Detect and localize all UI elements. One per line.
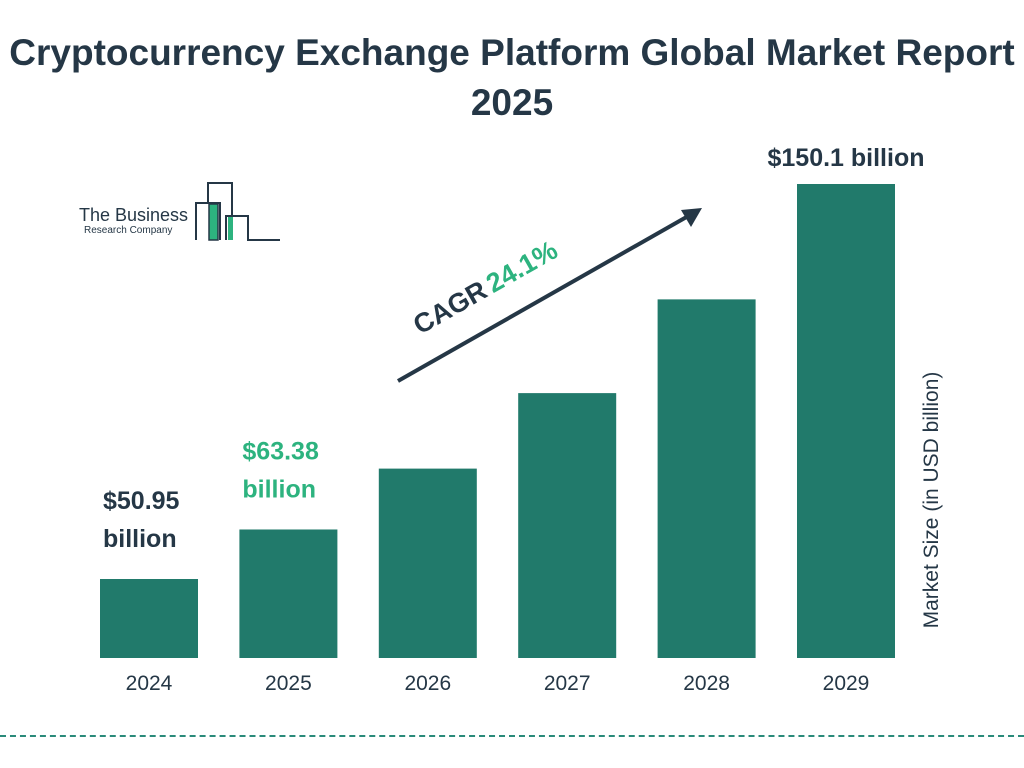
page-title: Cryptocurrency Exchange Platform Global … [9,32,1015,123]
bar-2028 [657,299,756,658]
data-label: $50.95 [103,487,180,515]
data-label: $63.38 [242,437,319,465]
cagr-value: 24.1% [481,235,562,299]
cagr-arrow [397,208,702,383]
logo-icon [195,182,280,241]
x-tick-label: 2029 [823,672,870,695]
data-label: billion [242,475,316,503]
bar-2026 [378,468,477,658]
bar-2024 [100,579,198,658]
data-label: billion [103,525,177,553]
x-tick-label: 2027 [544,672,591,695]
x-tick-label: 2024 [126,672,173,695]
x-tick-label: 2028 [683,672,730,695]
y-axis-label: Market Size (in USD billion) [920,371,943,629]
bar-2027 [518,393,617,658]
dashed-divider [0,735,1024,737]
data-label: $150.1 billion [767,144,924,172]
cagr-label: CAGR [408,275,492,340]
bar-2025 [239,529,338,658]
logo-subtext: Research Company [84,225,173,236]
x-tick-label: 2025 [265,672,312,695]
x-tick-label: 2026 [404,672,451,695]
bar-2029 [797,184,895,658]
logo-text: The Business [79,205,189,225]
